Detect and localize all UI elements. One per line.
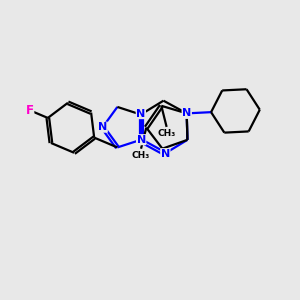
Text: CH₃: CH₃	[132, 151, 150, 160]
Text: CH₃: CH₃	[158, 129, 176, 138]
Text: N: N	[161, 149, 170, 159]
Text: N: N	[98, 122, 107, 132]
Text: N: N	[136, 109, 146, 118]
Text: N: N	[136, 135, 146, 145]
Text: F: F	[26, 104, 34, 117]
Text: N: N	[182, 108, 191, 118]
